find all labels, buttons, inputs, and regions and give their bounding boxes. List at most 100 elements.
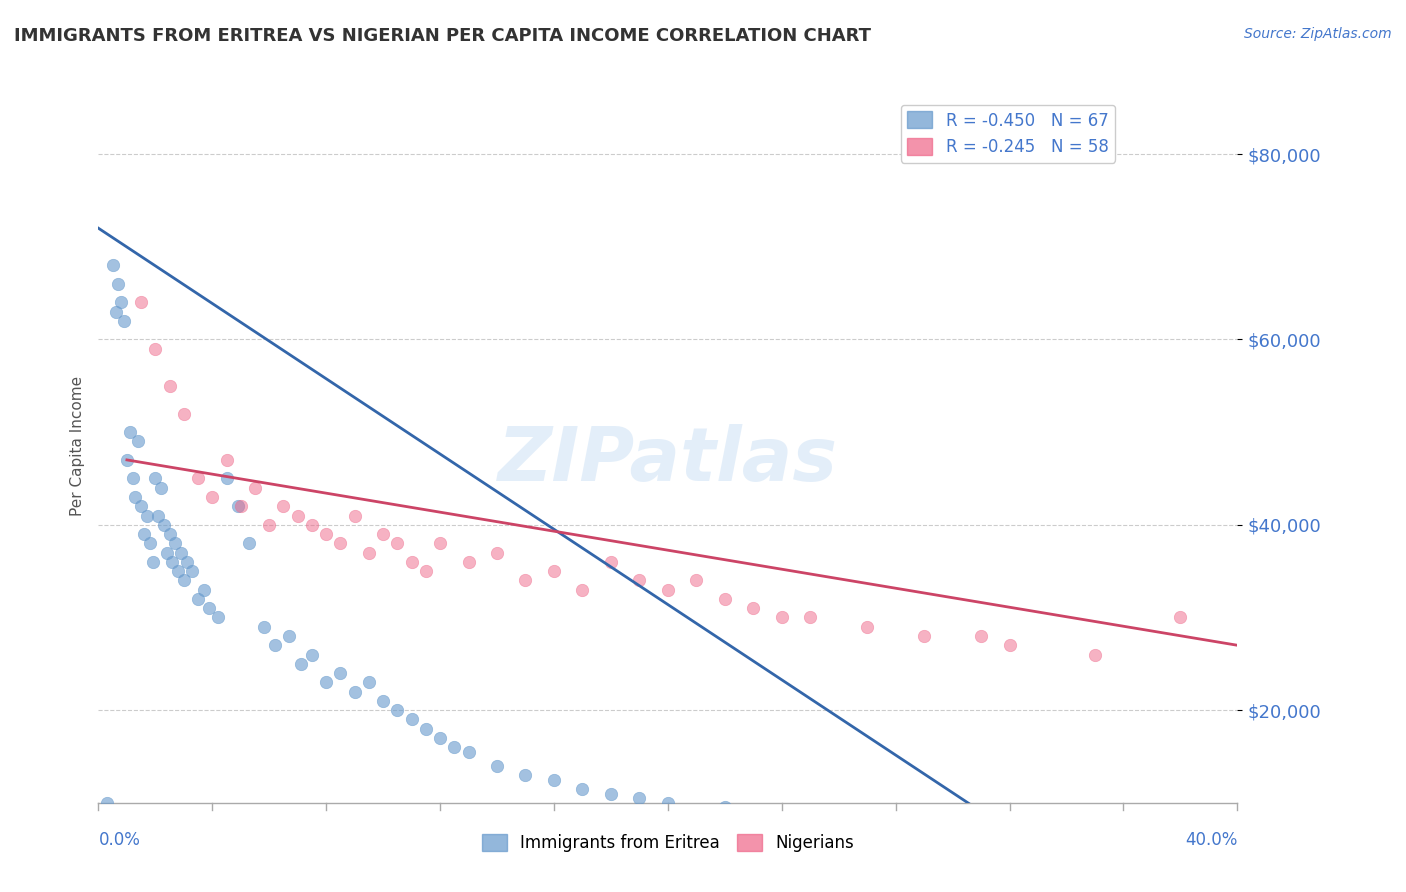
Text: IMMIGRANTS FROM ERITREA VS NIGERIAN PER CAPITA INCOME CORRELATION CHART: IMMIGRANTS FROM ERITREA VS NIGERIAN PER …: [14, 27, 872, 45]
Point: [912, 629, 935, 643]
Point: [970, 629, 993, 643]
Point: [159, 378, 181, 392]
Point: [600, 787, 623, 801]
Point: [401, 712, 423, 726]
Point: [770, 805, 793, 819]
Point: [138, 536, 160, 550]
Point: [543, 772, 565, 787]
Point: [329, 536, 352, 550]
Point: [515, 768, 537, 782]
Point: [201, 490, 224, 504]
Point: [145, 342, 167, 356]
Y-axis label: Per Capita Income: Per Capita Income: [69, 376, 84, 516]
Point: [856, 620, 879, 634]
Point: [141, 555, 163, 569]
Point: [371, 694, 394, 708]
Point: [628, 574, 651, 588]
Point: [714, 800, 737, 814]
Point: [273, 500, 295, 514]
Point: [357, 675, 380, 690]
Point: [107, 277, 129, 291]
Point: [515, 574, 537, 588]
Point: [238, 536, 260, 550]
Point: [156, 545, 179, 559]
Point: [187, 591, 209, 606]
Point: [1170, 610, 1192, 624]
Point: [429, 536, 451, 550]
Point: [486, 545, 509, 559]
Point: [176, 555, 198, 569]
Point: [457, 555, 479, 569]
Point: [387, 703, 409, 717]
Point: [628, 791, 651, 805]
Point: [264, 638, 287, 652]
Point: [329, 666, 352, 681]
Legend: Immigrants from Eritrea, Nigerians: Immigrants from Eritrea, Nigerians: [475, 827, 860, 859]
Point: [657, 796, 679, 810]
Point: [657, 582, 679, 597]
Point: [150, 481, 173, 495]
Point: [187, 471, 209, 485]
Point: [170, 545, 193, 559]
Point: [145, 471, 167, 485]
Point: [571, 781, 593, 796]
Point: [1084, 648, 1107, 662]
Point: [167, 564, 190, 578]
Point: [301, 648, 323, 662]
Point: [215, 453, 238, 467]
Point: [207, 610, 229, 624]
Point: [828, 806, 851, 821]
Point: [315, 675, 337, 690]
Point: [315, 527, 337, 541]
Point: [165, 536, 187, 550]
Point: [129, 295, 152, 310]
Point: [193, 582, 215, 597]
Point: [415, 564, 437, 578]
Point: [290, 657, 312, 671]
Point: [181, 564, 204, 578]
Point: [110, 295, 132, 310]
Point: [401, 555, 423, 569]
Point: [278, 629, 301, 643]
Point: [229, 500, 252, 514]
Point: [153, 517, 176, 532]
Point: [429, 731, 451, 745]
Point: [357, 545, 380, 559]
Point: [198, 601, 221, 615]
Point: [215, 471, 238, 485]
Point: [132, 527, 155, 541]
Point: [1226, 814, 1249, 829]
Point: [173, 407, 195, 421]
Point: [115, 453, 138, 467]
Point: [252, 620, 274, 634]
Point: [1226, 814, 1249, 829]
Point: [998, 811, 1021, 825]
Point: [685, 574, 707, 588]
Point: [162, 555, 184, 569]
Text: 0.0%: 0.0%: [98, 831, 141, 849]
Point: [443, 740, 465, 755]
Point: [371, 527, 394, 541]
Point: [124, 490, 146, 504]
Point: [343, 508, 366, 523]
Point: [129, 500, 152, 514]
Text: Source: ZipAtlas.com: Source: ZipAtlas.com: [1244, 27, 1392, 41]
Point: [226, 500, 249, 514]
Point: [799, 610, 821, 624]
Point: [121, 471, 143, 485]
Point: [287, 508, 309, 523]
Point: [259, 517, 281, 532]
Point: [101, 258, 124, 272]
Point: [714, 591, 737, 606]
Point: [301, 517, 323, 532]
Point: [173, 574, 195, 588]
Point: [415, 722, 437, 736]
Point: [600, 555, 623, 569]
Point: [571, 582, 593, 597]
Point: [1112, 813, 1135, 827]
Point: [243, 481, 266, 495]
Point: [387, 536, 409, 550]
Point: [96, 796, 118, 810]
Point: [486, 758, 509, 772]
Text: 40.0%: 40.0%: [1185, 831, 1237, 849]
